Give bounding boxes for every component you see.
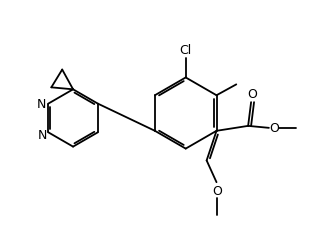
Text: N: N xyxy=(38,128,47,141)
Text: N: N xyxy=(36,98,46,111)
Text: Cl: Cl xyxy=(180,44,192,57)
Text: O: O xyxy=(213,184,223,197)
Text: O: O xyxy=(269,122,279,135)
Text: O: O xyxy=(247,87,257,100)
